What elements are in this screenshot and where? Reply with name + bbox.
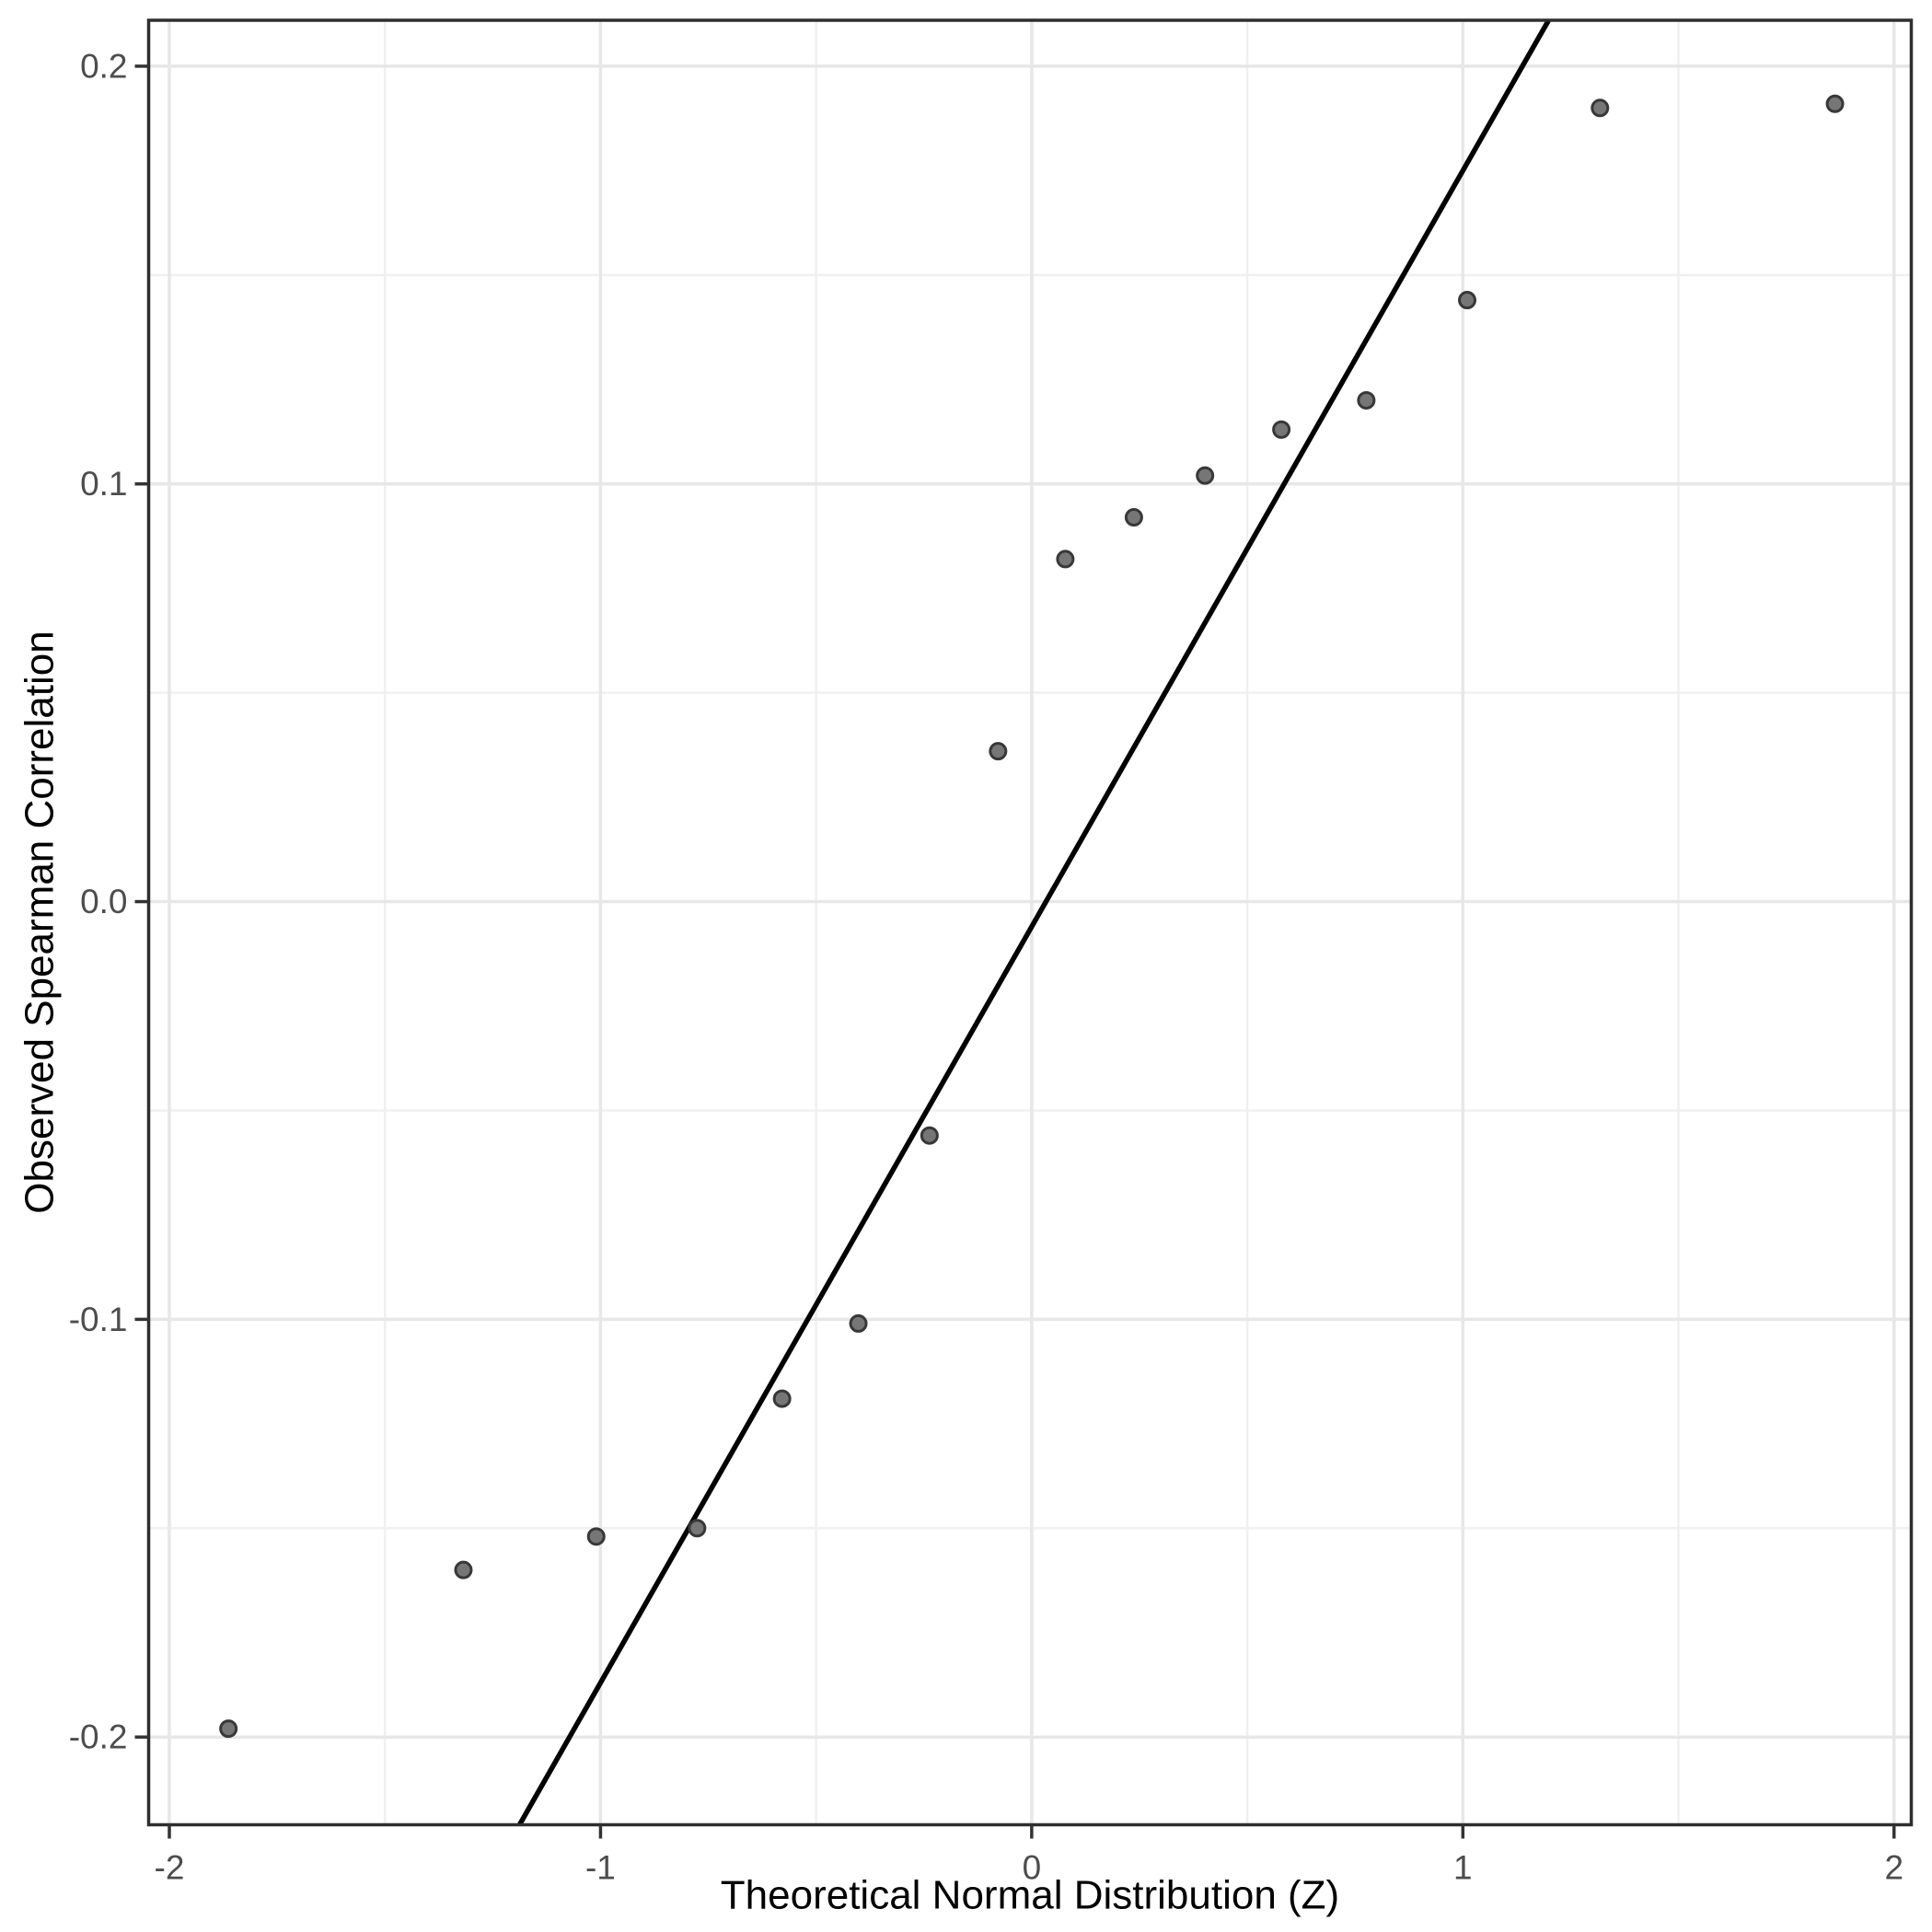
data-point <box>989 742 1008 761</box>
data-point <box>772 1389 792 1408</box>
x-tick-label: 1 <box>1453 1849 1473 1887</box>
x-tick-label: 0 <box>1023 1849 1042 1887</box>
data-point <box>1272 420 1291 439</box>
data-point <box>688 1519 707 1538</box>
x-tick-label: 2 <box>1884 1849 1903 1887</box>
x-tick-label: -2 <box>155 1849 185 1887</box>
y-axis-title: Observed Spearman Correlation <box>17 631 63 1213</box>
plot-panel <box>148 20 1912 1825</box>
y-tick-label: 0.0 <box>80 883 127 920</box>
data-point <box>920 1126 939 1145</box>
data-point <box>849 1313 868 1333</box>
x-axis-title: Theoretical Normal Distribution (Z) <box>721 1873 1339 1918</box>
data-point <box>1458 291 1477 310</box>
x-tick-label: -1 <box>585 1849 616 1887</box>
axis-ticks <box>134 64 1896 1839</box>
reference-line <box>516 20 1552 1825</box>
data-point <box>1591 98 1610 118</box>
data-point <box>1056 550 1075 569</box>
data-point <box>586 1527 606 1546</box>
y-tick-label: 0.1 <box>80 465 127 503</box>
grid-minor <box>148 20 1912 1825</box>
data-point <box>1825 94 1845 113</box>
y-tick-label: 0.2 <box>80 47 127 85</box>
data-point <box>1196 466 1215 485</box>
axis-tick-labels: -2 -1 0 1 2 0.2 0.1 0.0 -0.1 -0.2 <box>69 47 1903 1886</box>
data-point <box>1124 508 1143 527</box>
y-tick-label: -0.1 <box>69 1301 128 1338</box>
panel-border <box>146 18 1914 1827</box>
data-point <box>219 1719 238 1739</box>
data-point <box>1357 390 1376 410</box>
data-point <box>454 1560 473 1579</box>
y-tick-label: -0.2 <box>69 1718 128 1756</box>
data-points <box>219 94 1845 1739</box>
